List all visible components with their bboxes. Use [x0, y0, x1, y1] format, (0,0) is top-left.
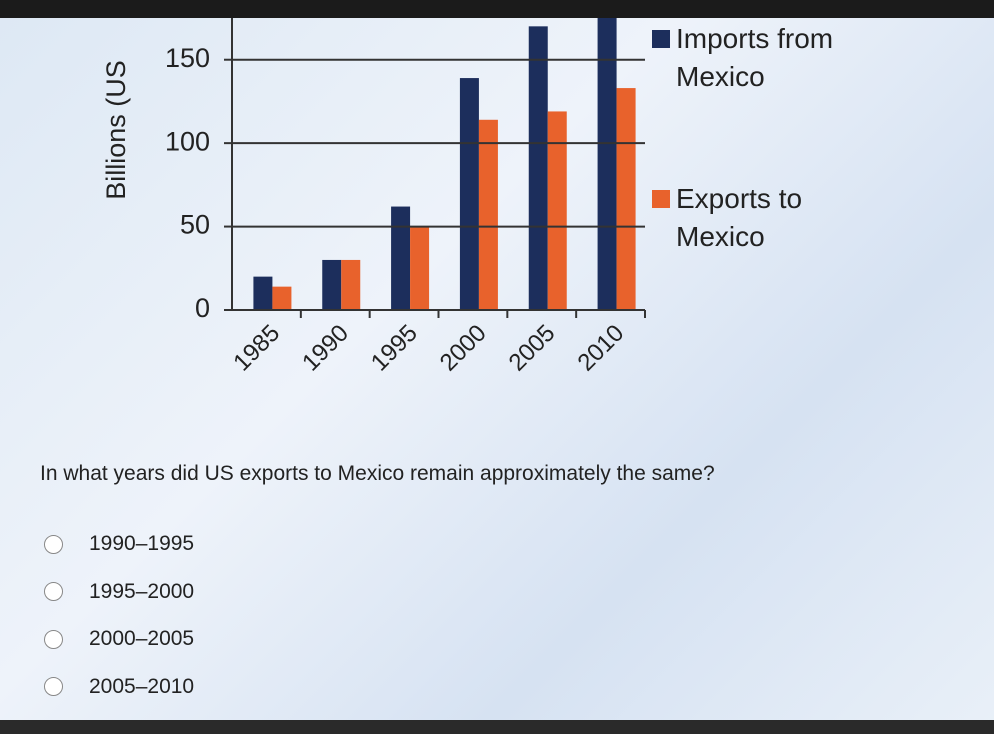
y-tick-label: 50: [180, 210, 210, 240]
bar: [410, 226, 430, 310]
radio-button[interactable]: [44, 582, 63, 601]
plot-area: [253, 18, 636, 310]
bar: [253, 276, 273, 310]
bar: [322, 259, 342, 310]
answer-option[interactable]: 2000–2005: [44, 627, 194, 651]
bar: [528, 26, 548, 310]
bar: [459, 78, 479, 310]
bar: [478, 119, 498, 310]
legend-item: Exports to Mexico: [652, 180, 852, 256]
bar: [341, 259, 361, 310]
radio-button[interactable]: [44, 534, 63, 554]
answer-option[interactable]: 1990–1995: [44, 532, 194, 556]
legend-swatch: [652, 190, 670, 208]
legend-label: Exports to Mexico: [676, 183, 803, 252]
option-label: 1990–1995: [89, 532, 195, 555]
radio-button[interactable]: [44, 629, 63, 649]
option-label: 2005–2010: [89, 674, 195, 698]
y-tick-label: 150: [165, 43, 210, 73]
bar: [616, 88, 636, 310]
bar: [272, 286, 292, 310]
x-tick-label: 1985: [228, 320, 285, 377]
x-tick-label: 2010: [572, 320, 629, 377]
question: In what years did US exports to Mexico r…: [40, 462, 715, 485]
x-tick-label: 2005: [504, 320, 561, 377]
legend-swatch: [652, 30, 670, 48]
bar: [547, 111, 567, 310]
answer-option[interactable]: 2005–2010: [44, 675, 194, 699]
radio-button[interactable]: [44, 677, 63, 696]
legend-label: Imports from Mexico: [676, 23, 834, 92]
option-label: 1995–2000: [89, 579, 195, 603]
screen-bezel: [0, 720, 994, 734]
bar: [597, 18, 617, 310]
y-axis-label: Billions (US: [101, 60, 131, 200]
y-tick-label: 100: [165, 126, 210, 156]
legend-item: Imports from Mexico: [652, 20, 852, 96]
answer-option[interactable]: 1995–2000: [44, 580, 194, 604]
x-tick-label: 2000: [435, 320, 492, 377]
screen-bezel: [0, 0, 994, 18]
option-label: 2000–2005: [89, 627, 195, 650]
x-tick-label: 1995: [366, 320, 423, 377]
x-tick-label: 1990: [297, 320, 354, 377]
bar: [391, 206, 411, 310]
y-tick-label: 0: [195, 293, 210, 323]
